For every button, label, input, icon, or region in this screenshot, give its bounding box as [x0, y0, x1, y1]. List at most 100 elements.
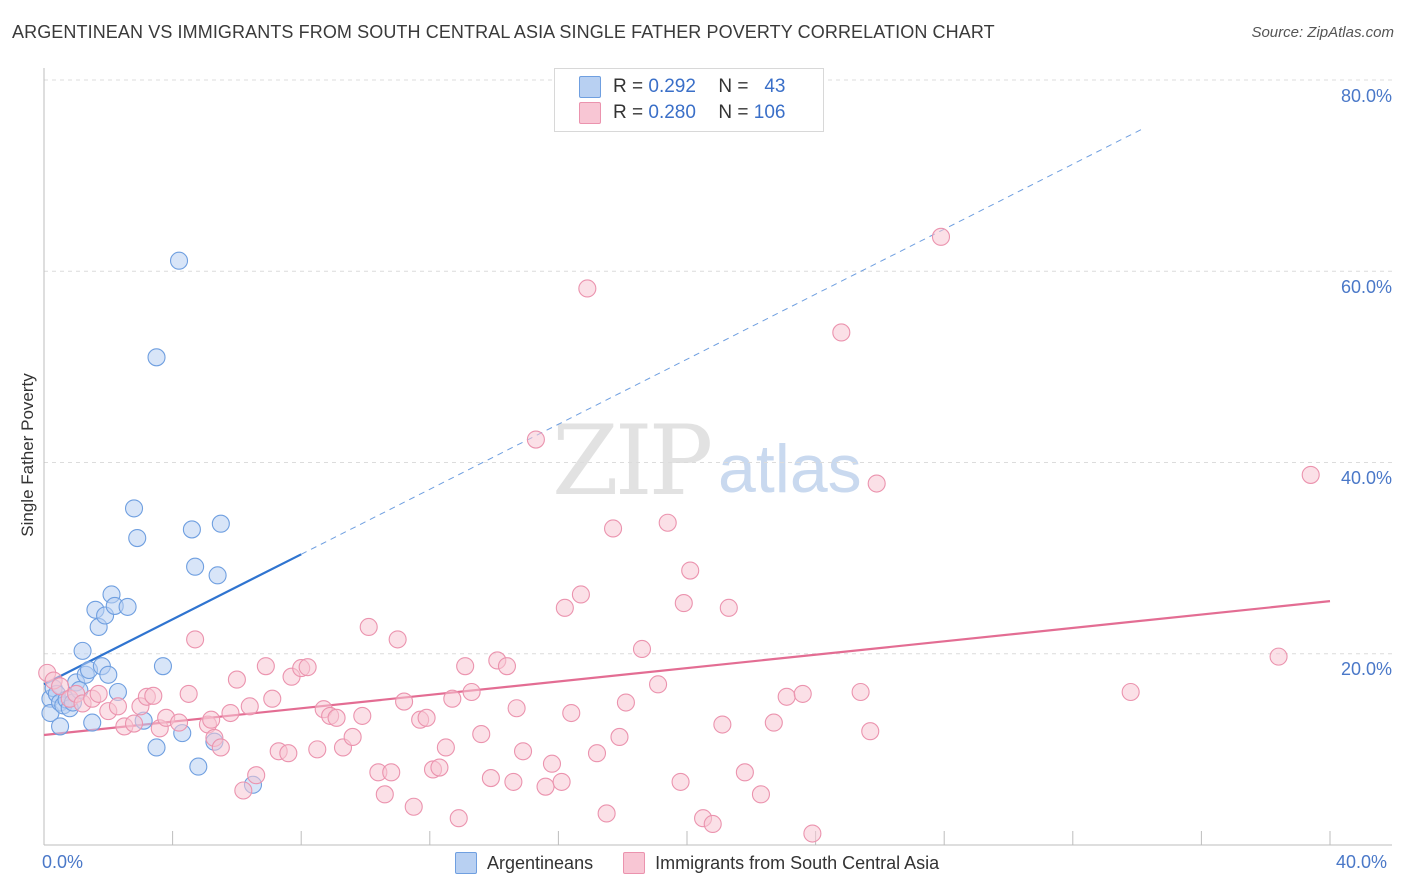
point-immigrants [555, 598, 574, 617]
point-immigrants [417, 708, 436, 727]
point-immigrants [497, 657, 517, 676]
point-immigrants [719, 598, 738, 617]
point-immigrants [552, 772, 571, 791]
point-immigrants [256, 657, 275, 676]
legend-swatch-blue [579, 76, 601, 98]
point-immigrants [526, 430, 545, 449]
point-argentineans [153, 657, 173, 676]
source-credit: Source: ZipAtlas.com [1251, 24, 1394, 41]
point-argentineans [189, 757, 208, 776]
point-immigrants [382, 763, 401, 782]
point-immigrants [221, 703, 240, 723]
point-argentineans [208, 566, 227, 585]
correlation-legend: R = 0.292 N = 43 R = 0.280 N = 106 [554, 68, 824, 132]
point-immigrants [449, 809, 468, 828]
point-argentineans [73, 641, 92, 660]
point-immigrants [1121, 682, 1140, 702]
point-immigrants [542, 754, 562, 773]
point-immigrants [764, 713, 783, 732]
point-immigrants [587, 744, 607, 763]
point-immigrants [263, 689, 282, 708]
point-immigrants [51, 677, 70, 696]
legend-r-label: R = [613, 102, 644, 123]
point-immigrants [462, 682, 481, 702]
series-label: Immigrants from South Central Asia [655, 852, 940, 873]
series-legend: Argentineans Immigrants from South Centr… [455, 852, 969, 874]
point-immigrants [671, 772, 690, 791]
point-immigrants [430, 758, 449, 777]
point-argentineans [51, 717, 70, 736]
point-immigrants [803, 824, 822, 843]
x-tick-label-min: 0.0% [42, 852, 84, 872]
point-immigrants [359, 617, 378, 637]
point-immigrants [703, 814, 722, 834]
point-immigrants [616, 693, 635, 712]
point-immigrants [279, 744, 298, 763]
series-legend-argentineans: Argentineans [455, 852, 593, 874]
legend-row-argentineans: R = 0.292 N = 43 [579, 75, 785, 99]
point-immigrants [247, 766, 266, 785]
point-immigrants [681, 561, 700, 580]
point-immigrants [507, 699, 526, 718]
point-immigrants [234, 781, 253, 800]
point-immigrants [1269, 647, 1288, 666]
point-immigrants [404, 797, 423, 816]
point-immigrants [604, 519, 623, 538]
point-immigrants [108, 697, 127, 716]
point-immigrants [375, 785, 394, 804]
point-immigrants [777, 687, 796, 706]
trend-line-argentineans-extension [300, 127, 1144, 555]
y-tick-label-20: 20.0% [1340, 659, 1392, 679]
data-points [38, 227, 1320, 843]
point-immigrants [1301, 465, 1320, 484]
x-tick-label-max: 40.0% [1336, 852, 1388, 872]
point-argentineans [147, 348, 166, 367]
point-immigrants [211, 738, 230, 757]
legend-r-label: R = [613, 76, 644, 97]
point-immigrants [144, 686, 163, 705]
point-immigrants [632, 639, 652, 659]
point-immigrants [395, 692, 414, 711]
point-immigrants [327, 708, 346, 727]
point-immigrants [610, 727, 629, 746]
point-argentineans [182, 520, 201, 539]
point-immigrants [713, 715, 732, 734]
point-immigrants [124, 714, 144, 733]
series-label: Argentineans [487, 852, 594, 873]
point-immigrants [793, 684, 812, 703]
point-immigrants [179, 684, 198, 703]
series-swatch-blue [455, 852, 477, 874]
point-immigrants [504, 772, 523, 791]
point-immigrants [597, 804, 616, 823]
y-tick-label-80: 80.0% [1340, 86, 1392, 106]
point-argentineans [211, 514, 230, 533]
point-immigrants [456, 657, 475, 676]
point-argentineans [124, 499, 144, 518]
y-tick-label-60: 60.0% [1340, 277, 1392, 297]
series-legend-immigrants: Immigrants from South Central Asia [623, 852, 939, 874]
point-immigrants [867, 474, 886, 493]
chart-title: ARGENTINEAN VS IMMIGRANTS FROM SOUTH CEN… [12, 22, 995, 42]
point-immigrants [202, 710, 221, 729]
point-immigrants [674, 594, 693, 613]
point-immigrants [89, 684, 108, 703]
point-immigrants [343, 727, 362, 746]
point-argentineans [118, 597, 137, 616]
legend-swatch-pink [579, 102, 601, 124]
point-immigrants [735, 763, 754, 782]
point-immigrants [481, 769, 500, 788]
point-immigrants [658, 513, 677, 532]
legend-r-value: 0.292 [648, 76, 696, 97]
point-immigrants [931, 227, 951, 246]
point-immigrants [227, 670, 246, 689]
watermark-zip: ZIP [552, 405, 713, 517]
point-immigrants [388, 630, 407, 649]
point-immigrants [571, 585, 590, 604]
point-argentineans [169, 251, 189, 270]
legend-n-label: N = [718, 76, 749, 97]
point-immigrants [536, 777, 555, 796]
y-tick-label-40: 40.0% [1340, 468, 1392, 488]
point-immigrants [353, 706, 372, 725]
legend-r-value: 0.280 [648, 102, 696, 123]
point-immigrants [240, 697, 259, 716]
